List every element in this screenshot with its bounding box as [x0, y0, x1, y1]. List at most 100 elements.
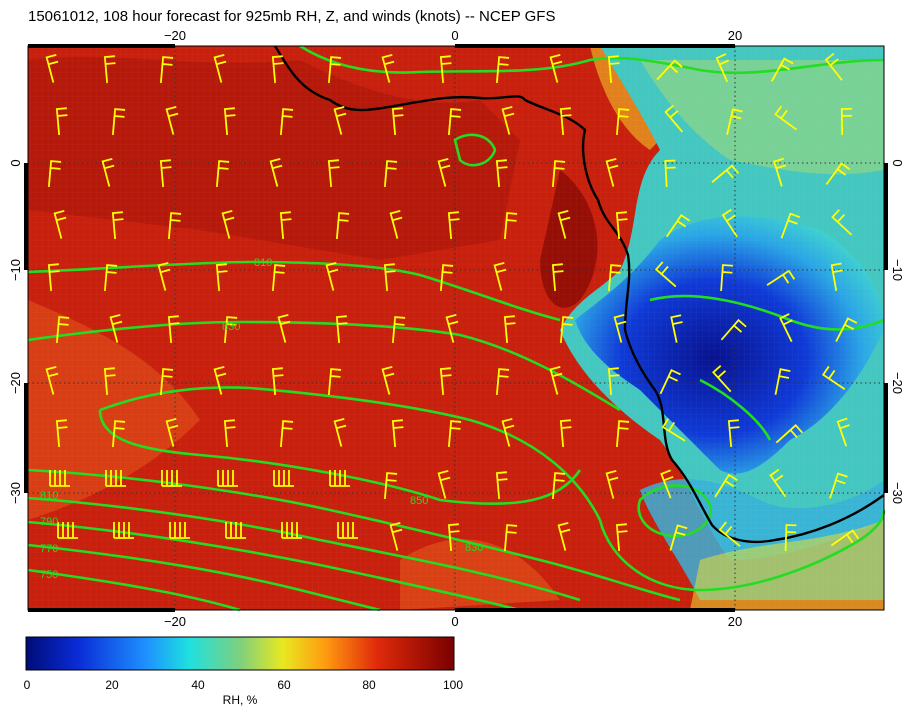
wind-barb: [215, 160, 230, 188]
wind-barb-shape: [607, 264, 622, 292]
wind-barb-shape: [109, 313, 123, 343]
contour-830-north: [27, 320, 621, 412]
top-tick-bar: [455, 44, 735, 48]
colorbar-tick: 60: [277, 678, 291, 692]
wind-barb: [439, 55, 452, 84]
wind-barb-shape: [55, 316, 70, 344]
wind-barb-shape: [447, 523, 460, 552]
wind-barb: [389, 209, 403, 239]
wind-barb: [271, 367, 284, 396]
wind-barb: [167, 212, 182, 240]
colorbar-title: RH, %: [222, 693, 258, 707]
wind-barb-shape: [215, 263, 228, 292]
wind-barb: [445, 313, 459, 343]
wind-barb: [830, 529, 860, 547]
wind-barb-shape: [215, 160, 230, 188]
wind-barb: [223, 107, 236, 136]
contour-closed-low: [637, 484, 712, 538]
lat-label-right: 0: [890, 159, 905, 166]
wind-barb-shape: [333, 105, 347, 135]
wind-barb-shape: [549, 365, 563, 395]
wind-barb-shape: [714, 473, 738, 498]
wind-barb: [835, 317, 858, 342]
wind-barb-shape: [279, 108, 294, 136]
wind-barb-shape: [159, 159, 172, 188]
wind-barb: [271, 55, 284, 84]
wind-barbs: [45, 52, 860, 552]
wind-barb-shape: [55, 419, 68, 448]
wind-barb-shape: [557, 521, 571, 551]
wind-barb: [495, 56, 510, 84]
wind-barb: [774, 368, 791, 395]
wind-barb: [47, 263, 60, 292]
wind-barb-shape: [439, 367, 452, 396]
wind-barb: [439, 367, 452, 396]
wind-barb-shape: [831, 209, 853, 236]
wind-barb: [654, 261, 677, 288]
wind-barb: [607, 367, 620, 396]
wind-barb: [559, 107, 572, 136]
contour-770: [27, 543, 381, 612]
wind-barb-shape: [383, 160, 398, 188]
wind-barb: [551, 160, 566, 188]
wind-barb-shape: [167, 212, 182, 240]
wind-barb: [391, 107, 404, 136]
wind-barb-shape: [766, 269, 796, 286]
wind-barb-shape: [271, 55, 284, 84]
wind-barb-shape: [656, 59, 683, 81]
wind-barb-shape: [559, 419, 572, 448]
wind-barb: [670, 314, 683, 343]
wind-barb: [101, 157, 115, 187]
wind-barb-shape: [105, 470, 126, 487]
wind-barb: [780, 212, 801, 239]
contour-labels: 810 830 850 830 810 790 770 750: [40, 257, 483, 581]
wind-barb-shape: [840, 107, 852, 136]
wind-barb-shape: [113, 522, 134, 539]
wind-barb-shape: [221, 209, 235, 239]
wind-barb-shape: [165, 105, 179, 135]
wind-barb: [279, 108, 294, 136]
lat-lon-grid: [28, 46, 884, 610]
wind-barb: [215, 263, 228, 292]
wind-barb: [712, 364, 732, 393]
wind-barb: [273, 470, 294, 487]
wind-barb-shape: [669, 524, 688, 551]
wind-barb: [167, 315, 180, 344]
lon-label-bottom: −20: [164, 614, 186, 629]
wind-barb-shape: [559, 107, 572, 136]
contour-small-loop: [453, 133, 497, 167]
wind-barb-shape: [327, 159, 340, 188]
wind-barb: [769, 468, 787, 498]
wind-barb-shape: [217, 470, 238, 487]
lat-label-right: −10: [890, 259, 905, 281]
wind-barb-shape: [381, 53, 395, 83]
wind-barb-shape: [615, 420, 630, 448]
wind-barb-shape: [711, 164, 740, 184]
wind-barb: [329, 470, 350, 487]
wind-barb: [213, 365, 227, 395]
wind-barb: [656, 59, 683, 81]
wind-barb-shape: [111, 420, 126, 448]
wind-barb: [557, 521, 571, 551]
wind-barb-shape: [779, 313, 793, 343]
contour-750: [27, 568, 241, 612]
wind-barb: [113, 522, 134, 539]
wind-barb-shape: [335, 315, 348, 344]
wind-barb-shape: [391, 316, 406, 344]
wind-barb: [831, 209, 853, 236]
wind-barb: [213, 53, 227, 83]
wind-barb-shape: [391, 107, 404, 136]
wind-barb: [605, 157, 619, 187]
wind-barb: [223, 419, 236, 448]
wind-barb: [447, 523, 460, 552]
lon-label-top: −20: [164, 28, 186, 43]
wind-barb: [337, 522, 358, 539]
wind-barb-shape: [661, 418, 686, 442]
wind-barb-shape: [774, 368, 791, 395]
wind-barb-shape: [821, 365, 846, 391]
wind-barb-shape: [501, 417, 515, 447]
wind-barb-shape: [836, 417, 850, 447]
wind-barb-shape: [271, 367, 284, 396]
wind-barb: [711, 164, 740, 184]
wind-barb: [279, 211, 292, 240]
